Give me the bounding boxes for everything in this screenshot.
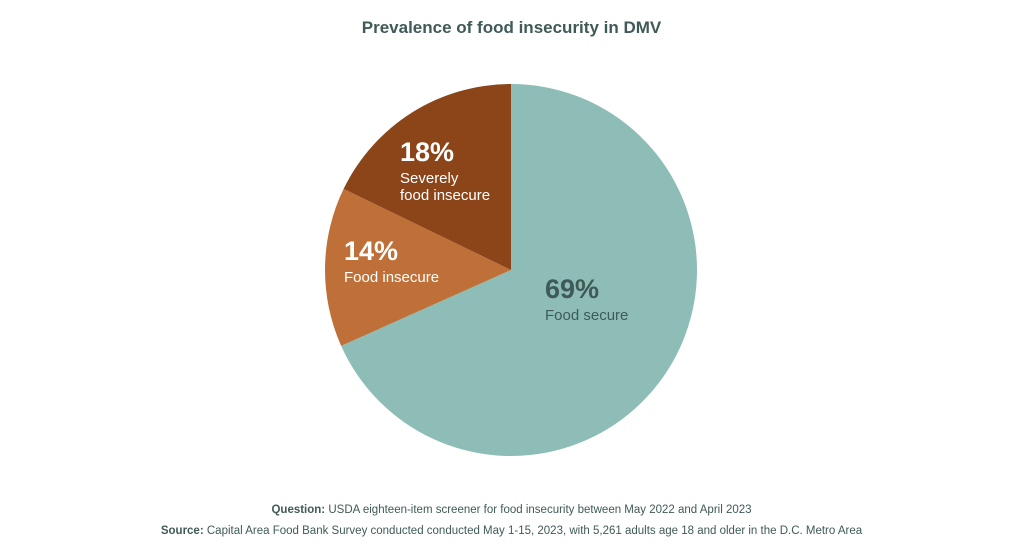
question-label: Question:: [271, 504, 326, 516]
slice-category-label-food-secure: Food secure: [545, 307, 628, 324]
source-note: Source: Capital Area Food Bank Survey co…: [0, 525, 1023, 537]
source-text: Capital Area Food Bank Survey conducted …: [206, 525, 863, 537]
pie-slice-severely-food-insecure: [343, 84, 511, 270]
chart-title: Prevalence of food insecurity in DMV: [361, 18, 662, 37]
slice-category-label-food-insecure: Food insecure: [344, 269, 439, 286]
question-note: Question: USDA eighteen-item screener fo…: [0, 504, 1023, 516]
source-label: Source:: [160, 525, 204, 537]
slice-category-label-severely-food-insecure: Severely food insecure: [400, 170, 490, 204]
pie-slice-food-insecure: [325, 188, 511, 346]
slice-value-label-food-secure: 69%: [545, 274, 599, 304]
slice-value-label-severely-food-insecure: 18%: [400, 137, 454, 167]
slice-value-label-food-insecure: 14%: [344, 236, 398, 266]
question-text: USDA eighteen-item screener for food ins…: [328, 504, 752, 516]
pie-slice-food-secure: [341, 84, 697, 456]
